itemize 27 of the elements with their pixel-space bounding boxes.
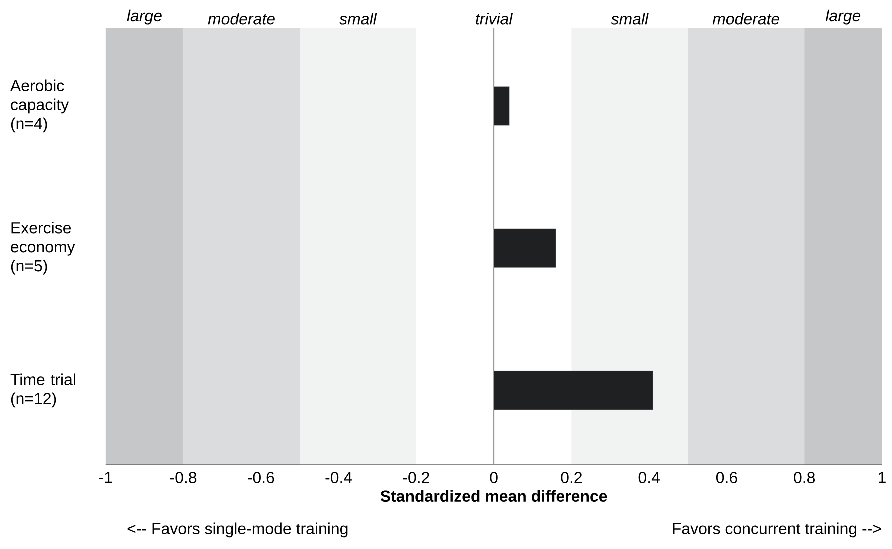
band-label: trivial: [476, 13, 514, 26]
x-tick-label: 0.6: [716, 472, 738, 484]
y-tick-label: Aerobic capacity (n=4): [10, 80, 70, 133]
x-tick-label: -0.6: [248, 472, 274, 484]
band-label: moderate: [208, 13, 275, 26]
x-tick-label: -0.8: [170, 472, 197, 484]
text: <-- Favors single-mode training: [128, 522, 348, 538]
x-tick-label: 0.4: [638, 472, 660, 484]
x-tick-label: -1: [100, 472, 112, 484]
x-tick-label: -0.4: [326, 472, 352, 484]
text: Favors concurrent training -->: [673, 522, 882, 538]
band-label: small: [611, 13, 649, 26]
x-tick-label: 1: [879, 472, 886, 484]
x-tick-label: 0: [490, 472, 498, 484]
y-tick-label: Time trial (n=12): [10, 374, 76, 408]
band-label: large: [127, 10, 162, 26]
y-tick-label: Exercise economy (n=5): [11, 222, 76, 276]
x-axis-title: Standardized mean difference: [380, 490, 608, 502]
bar: [494, 228, 556, 268]
bar: [494, 86, 510, 126]
bar: [494, 371, 654, 411]
x-tick-label: 0.2: [561, 472, 582, 484]
x-tick-label: 0.8: [794, 472, 816, 484]
band-label: large: [826, 10, 861, 26]
band-label: small: [340, 13, 378, 26]
x-tick-label: -0.2: [403, 472, 430, 484]
band-label: moderate: [712, 13, 780, 26]
